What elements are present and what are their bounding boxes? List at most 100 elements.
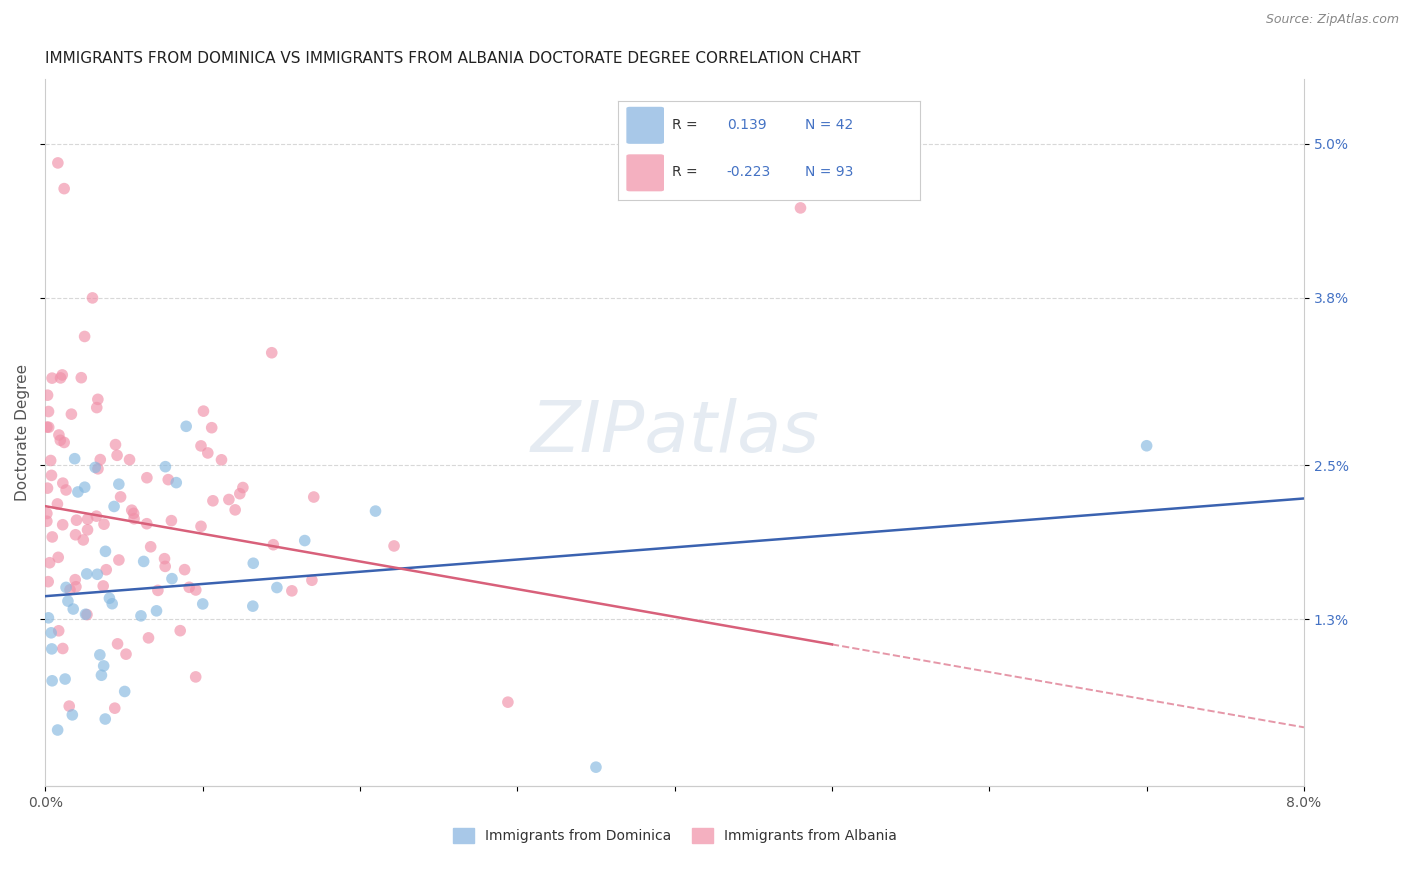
Point: [46, 723, 69, 737]
Point: [73, 480, 96, 494]
Point: [60, 407, 83, 421]
Point: [211, 452, 233, 467]
Point: [75, 607, 97, 622]
Point: [38, 420, 60, 434]
Point: [89, 452, 111, 467]
Point: [49, 371, 72, 385]
Point: [129, 608, 152, 623]
Point: [160, 572, 183, 586]
Point: [39, 453, 62, 467]
Point: [46, 497, 69, 511]
Point: [184, 582, 207, 597]
Point: [48, 428, 70, 442]
Point: [65, 580, 87, 594]
Point: [114, 684, 136, 698]
Point: [52, 641, 75, 656]
Point: [193, 404, 215, 418]
Y-axis label: Doctorate Degree: Doctorate Degree: [15, 364, 30, 501]
Point: [201, 420, 224, 434]
Point: [89, 648, 111, 662]
Point: [190, 439, 212, 453]
Point: [52, 517, 75, 532]
Point: [73, 329, 96, 343]
Point: [301, 573, 323, 587]
Point: [37, 611, 59, 625]
Text: ZIPatlas: ZIPatlas: [530, 399, 820, 467]
Point: [145, 604, 167, 618]
Text: IMMIGRANTS FROM DOMINICA VS IMMIGRANTS FROM ALBANIA DOCTORATE DEGREE CORRELATION: IMMIGRANTS FROM DOMINICA VS IMMIGRANTS F…: [45, 51, 860, 66]
Point: [48, 624, 70, 638]
Point: [58, 699, 80, 714]
Point: [135, 516, 157, 531]
Point: [132, 554, 155, 568]
Point: [103, 500, 125, 514]
Point: [84, 460, 107, 475]
Point: [41, 371, 63, 385]
Point: [169, 624, 191, 638]
Point: [41, 530, 63, 544]
Point: [87, 462, 110, 476]
Point: [242, 599, 264, 614]
Point: [87, 392, 110, 407]
Point: [49, 434, 72, 448]
Point: [266, 581, 288, 595]
Point: [242, 556, 264, 570]
Point: [56, 594, 79, 608]
Point: [91, 579, 114, 593]
Point: [115, 647, 138, 661]
Point: [53, 672, 76, 686]
Point: [138, 631, 160, 645]
Point: [55, 483, 77, 497]
Point: [96, 563, 118, 577]
Point: [94, 712, 117, 726]
Point: [60, 707, 83, 722]
Point: [46, 156, 69, 170]
Legend: Immigrants from Dominica, Immigrants from Albania: Immigrants from Dominica, Immigrants fro…: [453, 829, 897, 843]
Point: [364, 504, 387, 518]
Point: [41, 468, 63, 483]
Point: [38, 556, 60, 570]
Point: [86, 567, 108, 582]
Point: [76, 607, 98, 622]
Point: [122, 507, 145, 521]
Point: [35, 420, 58, 434]
Point: [37, 574, 59, 589]
Point: [179, 580, 201, 594]
Point: [260, 345, 283, 359]
Point: [789, 201, 811, 215]
Point: [153, 551, 176, 566]
Point: [38, 404, 60, 418]
Point: [294, 533, 316, 548]
Point: [41, 673, 63, 688]
Point: [110, 490, 132, 504]
Point: [121, 503, 143, 517]
Point: [63, 573, 86, 587]
Point: [37, 481, 59, 495]
Point: [496, 695, 519, 709]
Point: [174, 419, 197, 434]
Point: [262, 538, 284, 552]
Point: [98, 591, 121, 606]
Point: [153, 559, 176, 574]
Point: [190, 519, 212, 533]
Point: [90, 668, 112, 682]
Point: [281, 583, 304, 598]
Point: [65, 513, 87, 527]
Point: [76, 512, 98, 526]
Point: [302, 490, 325, 504]
Point: [104, 437, 127, 451]
Point: [94, 544, 117, 558]
Point: [82, 291, 104, 305]
Point: [55, 581, 77, 595]
Point: [93, 517, 115, 532]
Point: [155, 459, 177, 474]
Point: [197, 446, 219, 460]
Point: [118, 452, 141, 467]
Point: [157, 473, 180, 487]
Point: [59, 582, 82, 597]
Point: [101, 597, 124, 611]
Point: [191, 597, 214, 611]
Point: [72, 533, 94, 547]
Point: [104, 701, 127, 715]
Point: [53, 181, 76, 195]
